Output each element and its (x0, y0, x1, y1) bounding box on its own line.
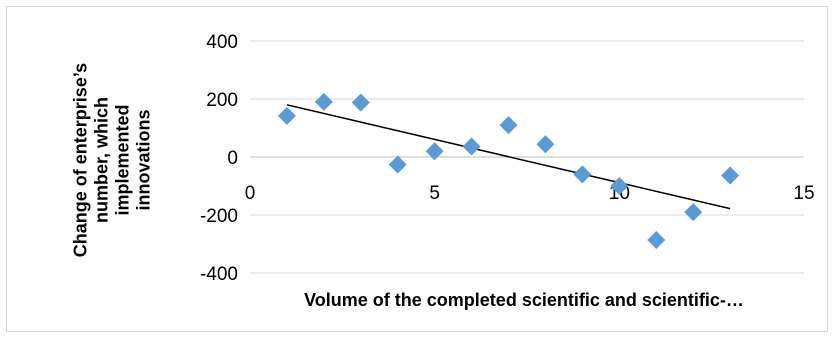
y-tick-label: -400 (200, 264, 238, 285)
y-axis-title-line: number, which (92, 97, 112, 223)
data-point (647, 230, 666, 249)
y-tick-label: 200 (206, 90, 238, 111)
y-tick-label: 400 (206, 32, 238, 53)
x-axis-title: Volume of the completed scientific and s… (304, 290, 744, 310)
data-point (721, 166, 740, 185)
y-axis-title-line: implemented (113, 104, 133, 215)
gridlines (250, 40, 804, 274)
y-axis-title: Change of enterprise’snumber, whichimple… (71, 63, 154, 257)
y-axis-title-line: Change of enterprise’s (71, 63, 91, 257)
data-point (277, 106, 296, 125)
chart-frame (6, 6, 828, 332)
data-point (351, 93, 370, 112)
y-tick-labels: -400 -200 0 200 400 (200, 32, 238, 285)
data-point (425, 142, 444, 161)
y-axis-title-line: innovations (134, 109, 154, 210)
data-point (536, 135, 555, 154)
data-point (684, 203, 703, 222)
data-point (388, 155, 407, 174)
y-tick-label: 0 (227, 148, 238, 169)
data-point (610, 177, 629, 195)
data-points (277, 92, 740, 249)
y-tick-label: -200 (200, 206, 238, 227)
x-tick-label: 0 (245, 183, 256, 204)
data-point (314, 92, 333, 111)
data-point (573, 165, 592, 184)
x-tick-labels: 051015 (245, 183, 815, 204)
x-tick-label: 15 (793, 183, 814, 204)
x-tick-label: 5 (429, 183, 440, 204)
data-point (499, 116, 518, 135)
trendline (286, 104, 731, 210)
data-point (462, 137, 481, 156)
